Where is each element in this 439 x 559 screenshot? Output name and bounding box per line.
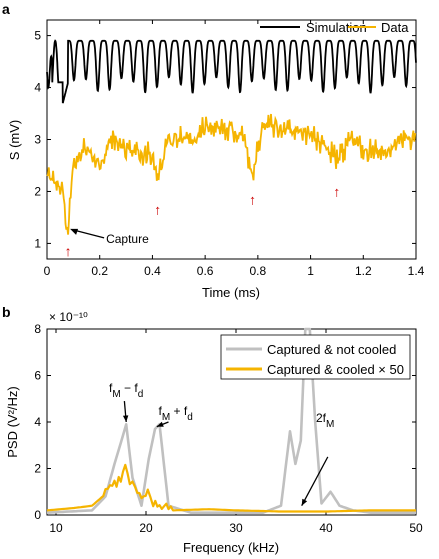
red-arrow-marker: ↑ [249, 191, 256, 207]
x-tick-label: 0.6 [197, 264, 214, 278]
panel-a: 0 0.2 0.4 0.6 0.8 1 1.2 1.4 1 2 3 4 5 Time (ms) S (… [7, 19, 425, 300]
x-tick-label: 20 [139, 521, 153, 535]
x-tick-label: 40 [319, 521, 333, 535]
peak-annotation: 2fM [316, 411, 334, 430]
legend-label-cooled: Captured & cooled × 50 [267, 362, 404, 377]
peak-annotation: fM + fd [159, 404, 193, 423]
annotation-arrowhead [156, 421, 164, 427]
y-tick-label: 4 [34, 415, 41, 429]
panel-b-annotations: fM − fd fM + fd 2fM [109, 381, 334, 507]
panel-b-legend: Captured & not cooled Captured & cooled ×… [220, 334, 411, 380]
x-tick-label: 0 [44, 264, 51, 278]
capture-annotation: Capture [106, 232, 149, 246]
panel-a-ylabel: S (mV) [7, 120, 22, 160]
y-tick-label: 5 [34, 29, 41, 43]
x-tick-label: 0.8 [250, 264, 267, 278]
peak-annotation: fM − fd [109, 381, 143, 400]
panel-a-annotations: Capture ↑ ↑ ↑ ↑ [65, 183, 341, 259]
panel-b-label: b [2, 304, 11, 320]
panel-a-yticks: 1 2 3 4 5 [34, 29, 416, 250]
panel-b-multiplier: × 10⁻¹⁰ [49, 310, 88, 324]
panel-b-series [46, 327, 416, 515]
x-tick-label: 1.4 [408, 264, 425, 278]
capture-arrow-head [70, 228, 79, 235]
x-tick-label: 10 [49, 521, 63, 535]
red-arrow-marker: ↑ [333, 183, 340, 199]
annotation-arrowhead [301, 498, 308, 506]
red-arrow-marker: ↑ [65, 243, 72, 259]
legend-box [220, 334, 411, 380]
y-tick-label: 1 [34, 236, 41, 250]
capture-arrow-line [72, 229, 105, 239]
annotation-arrow [301, 456, 329, 507]
x-tick-label: 0.4 [144, 264, 161, 278]
legend-label-not-cooled: Captured & not cooled [267, 342, 396, 357]
x-tick-label: 0.2 [91, 264, 108, 278]
x-tick-label: 1 [307, 264, 314, 278]
panel-b: × 10⁻¹⁰ 10 20 30 40 50 0 2 4 6 8 Frequency (kHz)… [5, 310, 423, 555]
y-tick-label: 6 [34, 369, 41, 383]
panel-b-xlabel: Frequency (kHz) [183, 540, 279, 555]
y-tick-label: 2 [34, 462, 41, 476]
x-tick-label: 50 [409, 521, 423, 535]
x-tick-label: 1.2 [355, 264, 372, 278]
legend-label-simulation: Simulation [306, 20, 367, 35]
panel-a-label: a [2, 1, 10, 17]
panel-a-series [46, 39, 417, 235]
y-tick-label: 4 [34, 81, 41, 95]
series-simulation [46, 39, 417, 104]
legend-label-data: Data [381, 20, 409, 35]
y-tick-label: 0 [34, 508, 41, 522]
y-tick-label: 2 [34, 184, 41, 198]
annotation-arrowhead [122, 415, 129, 422]
panel-b-yticks: 0 2 4 6 8 [34, 322, 416, 522]
panel-a-xlabel: Time (ms) [202, 285, 260, 300]
series-cooled [46, 463, 416, 513]
panel-b-ylabel: PSD (V²/Hz) [5, 386, 20, 458]
panel-a-xticks: 0 0.2 0.4 0.6 0.8 1 1.2 1.4 [44, 20, 425, 278]
x-tick-label: 30 [229, 521, 243, 535]
y-tick-label: 3 [34, 133, 41, 147]
series-data [46, 113, 417, 235]
red-arrow-marker: ↑ [154, 202, 161, 218]
y-tick-label: 8 [34, 322, 41, 336]
panel-a-legend: Simulation Data [260, 20, 409, 35]
